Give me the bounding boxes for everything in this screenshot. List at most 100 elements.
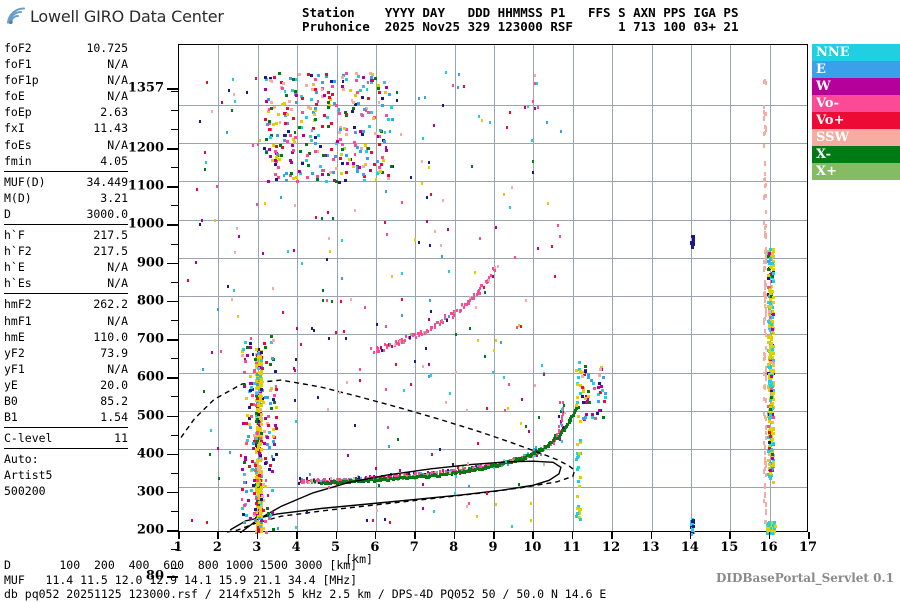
interference-point (252, 434, 256, 438)
noise-point (322, 114, 326, 118)
gridline-horizontal (179, 105, 807, 106)
interference-point (256, 500, 260, 504)
noise-point (586, 375, 590, 379)
noise-point (272, 123, 276, 127)
legend-item-x[interactable]: X+ (812, 163, 900, 180)
ionogram-plot[interactable] (178, 44, 808, 536)
interference-point (268, 389, 272, 393)
interference-point (771, 384, 775, 388)
gridline-vertical (257, 45, 259, 531)
station-header-line1: Station YYYY DAY DDD HHMMSS P1 FFS S AXN… (302, 5, 739, 20)
noise-point (577, 368, 581, 372)
noise-point (370, 73, 374, 76)
noise-point (241, 498, 243, 502)
gridline-vertical (415, 45, 417, 531)
noise-point (293, 135, 297, 139)
noise-point (300, 111, 304, 114)
interference-point (771, 264, 775, 268)
param-key: h`F2 (4, 244, 32, 259)
y-axis-label: 900 (136, 255, 164, 271)
noise-point (363, 178, 367, 182)
noise-point (600, 366, 604, 370)
noise-point (601, 375, 605, 379)
noise-point (427, 318, 430, 322)
interference-point (258, 361, 262, 365)
noise-point (581, 395, 585, 398)
noise-point (309, 106, 313, 110)
noise-point (291, 148, 295, 152)
interference-point (765, 209, 768, 214)
noise-point (267, 395, 270, 399)
interference-point (768, 312, 772, 316)
noise-point (586, 394, 590, 398)
noise-point (237, 234, 240, 238)
noise-point (325, 116, 329, 120)
interference-point (762, 221, 765, 226)
noise-point (454, 370, 457, 374)
noise-point (276, 166, 280, 169)
legend-item-vo[interactable]: Vo+ (812, 112, 900, 129)
interference-point (257, 465, 261, 469)
echo-point (463, 306, 465, 310)
noise-point (363, 108, 367, 112)
noise-point (574, 404, 578, 408)
noise-point (341, 148, 345, 152)
param-row-h-es: h`Es N/A (4, 275, 128, 291)
noise-point (595, 412, 599, 415)
interference-point (255, 382, 259, 386)
x-axis-label: 3 (252, 540, 262, 555)
noise-point (314, 135, 318, 139)
noise-point (214, 218, 217, 222)
echo-point (399, 339, 401, 343)
interference-point (771, 381, 775, 385)
interference-point (249, 516, 253, 520)
interference-point (257, 468, 261, 472)
noise-point (314, 102, 318, 106)
interference-point (254, 365, 258, 369)
noise-point (326, 407, 329, 411)
interference-point (763, 171, 766, 176)
noise-point (596, 393, 600, 397)
noise-point (578, 439, 582, 442)
legend-item-x[interactable]: X- (812, 146, 900, 163)
param-key: fmin (4, 153, 32, 168)
legend-item-vo[interactable]: Vo- (812, 95, 900, 112)
interference-point (763, 318, 766, 323)
noise-point (384, 149, 388, 153)
noise-point (353, 102, 357, 106)
noise-point (329, 80, 333, 84)
interference-point (256, 356, 260, 360)
interference-point (769, 337, 773, 341)
interference-point (764, 292, 767, 297)
x-axis-label: 15 (720, 540, 739, 555)
noise-point (304, 143, 308, 147)
legend-item-nne[interactable]: NNE (812, 44, 900, 61)
echo-point (434, 324, 437, 328)
ionogram-parameters-panel: foF2 10.725 foF1 N/A foF1p N/A foE N/A foEp 2.63 f… (4, 40, 128, 500)
legend-item-e[interactable]: E (812, 61, 900, 78)
interference-point (771, 280, 775, 284)
legend-item-w[interactable]: W (812, 78, 900, 95)
x-tick (296, 532, 298, 539)
legend-item-ssw[interactable]: SSW (812, 129, 900, 146)
noise-point (385, 114, 389, 118)
echo-point (450, 312, 453, 316)
interference-point (253, 381, 256, 385)
noise-point (216, 308, 219, 312)
interference-point (771, 411, 775, 414)
interference-point (245, 346, 249, 350)
noise-point (291, 143, 294, 147)
interference-point (763, 386, 766, 391)
echo-point (562, 403, 565, 407)
noise-point (343, 147, 347, 150)
noise-point (230, 298, 233, 302)
echo-point (384, 343, 387, 347)
noise-point (221, 101, 224, 105)
interference-point (271, 470, 275, 474)
noise-point (314, 141, 317, 145)
noise-point (330, 299, 333, 303)
interference-point (768, 273, 772, 277)
param-row-foes: foEs N/A (4, 137, 128, 153)
param-value: 3000.0 (86, 206, 128, 221)
interference-point (252, 368, 256, 372)
